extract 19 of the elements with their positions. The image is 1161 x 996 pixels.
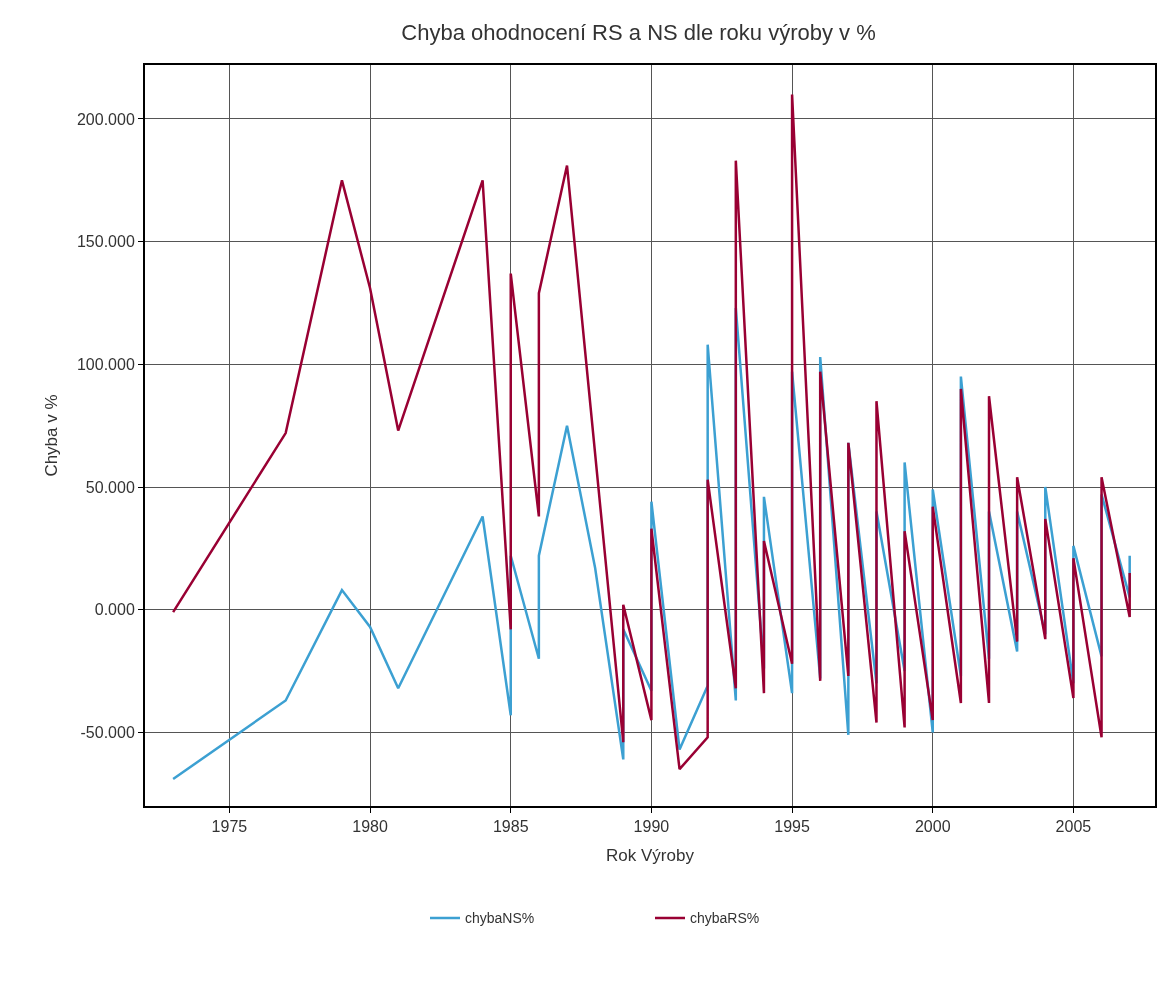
legend-label: chybaRS% [690, 910, 760, 927]
x-tick-label: 2000 [914, 818, 951, 836]
y-tick-label: 0.000 [94, 601, 135, 619]
x-tick-label: 1995 [774, 818, 810, 836]
x-axis-title: Rok Výroby [606, 846, 695, 866]
chart-title: Chyba ohodnocení RS a NS dle roku výroby v % [401, 20, 876, 46]
y-axis-title: Chyba v % [42, 394, 62, 477]
y-tick-label: 200.000 [76, 110, 135, 128]
y-tick-label: 150.000 [76, 233, 135, 251]
legend-label: chybaNS% [465, 910, 535, 927]
x-tick-label: 1975 [211, 818, 248, 836]
x-tick-label: 1990 [633, 818, 670, 836]
x-tick-label: 1985 [492, 818, 529, 836]
line-series [171, 93, 1131, 771]
y-tick-label: 100.000 [76, 355, 135, 373]
x-tick-label: 1980 [352, 818, 388, 836]
y-tick-label: 50.000 [85, 478, 135, 496]
y-tick-label: -50.000 [80, 723, 135, 741]
x-tick-label: 2005 [1055, 818, 1092, 836]
